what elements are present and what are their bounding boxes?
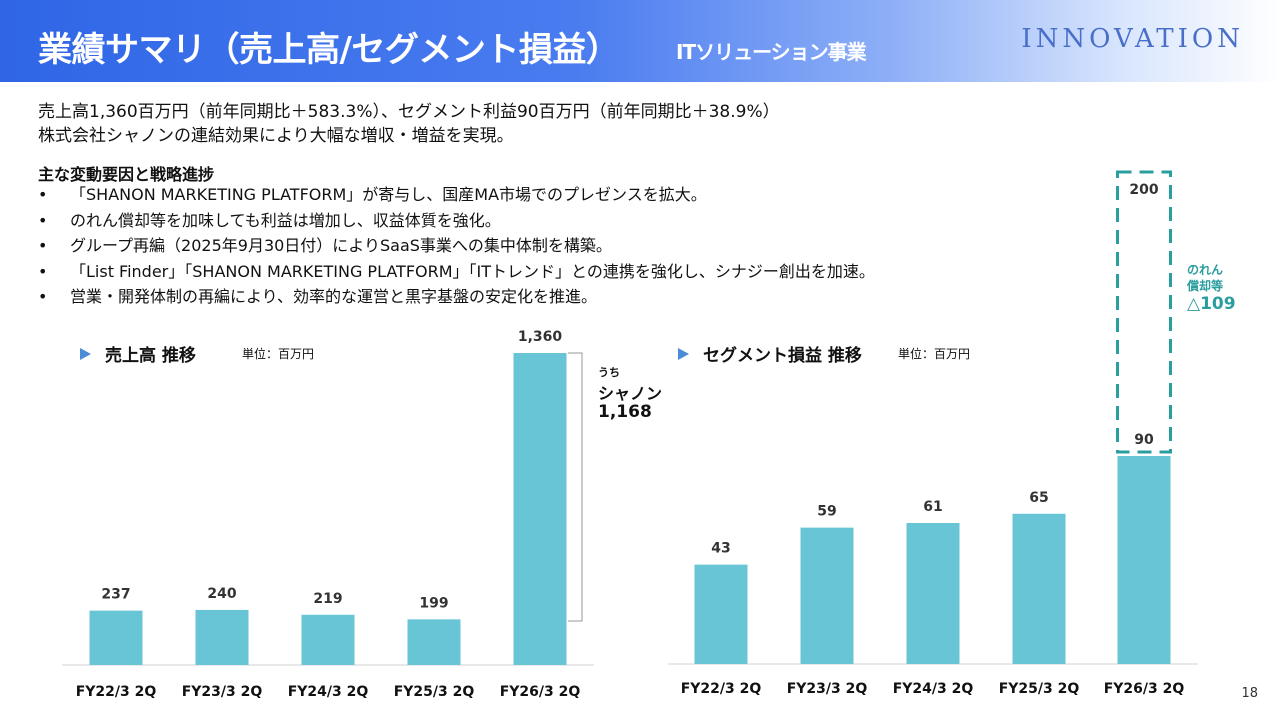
goodwill-note-value: △109 xyxy=(1187,294,1236,314)
summary-line-2: 株式会社シャノンの連結効果により大幅な増収・増益を実現。 xyxy=(38,126,514,146)
profit-chart-unit: 単位：百万円 xyxy=(898,347,971,361)
adjusted-profit-box xyxy=(1116,170,1172,454)
sales-x-tick-label: FY25/3 2Q xyxy=(394,684,475,700)
shanon-note-name: シャノン xyxy=(598,384,663,403)
summary-line-1: 売上高1,360百万円（前年同期比＋583.3%）、セグメント利益90百万円（前… xyxy=(38,102,780,122)
sales-chart-title-text: 売上高 推移 xyxy=(105,346,196,366)
profit-value-label: 43 xyxy=(711,541,730,557)
page-subtitle: ITソリューション事業 xyxy=(676,40,867,64)
profit-value-label: 61 xyxy=(923,499,942,515)
sales-value-label: 199 xyxy=(419,595,448,611)
goodwill-note-line-2: 償却等 xyxy=(1187,279,1224,293)
profit-x-tick-label: FY25/3 2Q xyxy=(999,681,1080,697)
profit-x-tick-label: FY22/3 2Q xyxy=(681,681,762,697)
point-item-4: 「List Finder」「SHANON MARKETING PLATFORM」… xyxy=(38,259,875,285)
profit-value-label: 65 xyxy=(1029,490,1048,506)
point-item-1: 「SHANON MARKETING PLATFORM」が寄与し、国産MA市場での… xyxy=(38,182,875,208)
profit-x-tick-label: FY24/3 2Q xyxy=(893,681,974,697)
sales-chart-unit: 単位：百万円 xyxy=(242,347,315,361)
profit-x-tick-label: FY26/3 2Q xyxy=(1104,681,1185,697)
profit-bar xyxy=(906,523,960,664)
sales-x-tick-label: FY24/3 2Q xyxy=(288,684,369,700)
page-title: 業績サマリ（売上高/セグメント損益） xyxy=(38,30,620,70)
sales-value-label: 237 xyxy=(101,587,130,603)
point-item-3: グループ再編（2025年9月30日付）によりSaaS事業への集中体制を構築。 xyxy=(38,233,875,259)
profit-bar xyxy=(694,564,748,664)
shanon-bracket xyxy=(568,352,583,622)
sales-value-label: 219 xyxy=(313,591,342,607)
sales-bar xyxy=(513,353,567,665)
point-item-5: 営業・開発体制の再編により、効率的な運営と黒字基盤の安定化を推進。 xyxy=(38,284,875,310)
points-list: 「SHANON MARKETING PLATFORM」が寄与し、国産MA市場での… xyxy=(38,182,875,310)
adjusted-profit-label: 200 xyxy=(1129,182,1158,198)
profit-bar xyxy=(1117,456,1171,664)
sales-bar xyxy=(301,614,355,665)
shanon-note-prefix: うち xyxy=(598,366,620,379)
points-title: 主な変動要因と戦略進捗 xyxy=(38,165,215,184)
profit-x-tick-label: FY23/3 2Q xyxy=(787,681,868,697)
profit-bar xyxy=(1012,513,1066,664)
profit-value-label: 59 xyxy=(817,504,836,520)
sales-value-label: 240 xyxy=(207,586,236,602)
profit-chart-title-text: セグメント損益 推移 xyxy=(703,346,862,366)
sales-x-tick-label: FY26/3 2Q xyxy=(500,684,581,700)
sales-value-label: 1,360 xyxy=(518,329,563,345)
sales-bar xyxy=(195,609,249,665)
sales-x-tick-label: FY22/3 2Q xyxy=(76,684,157,700)
profit-chart-title: セグメント損益 推移 xyxy=(678,341,862,366)
sales-chart-title: 売上高 推移 xyxy=(80,341,196,366)
point-item-2: のれん償却等を加味しても利益は増加し、収益体質を強化。 xyxy=(38,208,875,234)
shanon-note-value: 1,168 xyxy=(598,402,652,422)
sales-bar xyxy=(407,619,461,665)
page-number: 18 xyxy=(1241,686,1258,701)
triangle-marker-icon xyxy=(678,348,689,360)
sales-bar xyxy=(89,610,143,665)
summary-block: 売上高1,360百万円（前年同期比＋583.3%）、セグメント利益90百万円（前… xyxy=(38,100,780,148)
goodwill-note-label: のれん 償却等 xyxy=(1187,262,1223,294)
goodwill-note-line-1: のれん xyxy=(1187,263,1224,277)
profit-bar xyxy=(800,527,854,664)
company-logo: INNOVATION xyxy=(1021,24,1244,54)
profit-value-label: 90 xyxy=(1134,432,1154,448)
sales-x-tick-label: FY23/3 2Q xyxy=(182,684,263,700)
triangle-marker-icon xyxy=(80,348,91,360)
header-banner: 業績サマリ（売上高/セグメント損益） ITソリューション事業 INNOVATIO… xyxy=(0,0,1280,82)
